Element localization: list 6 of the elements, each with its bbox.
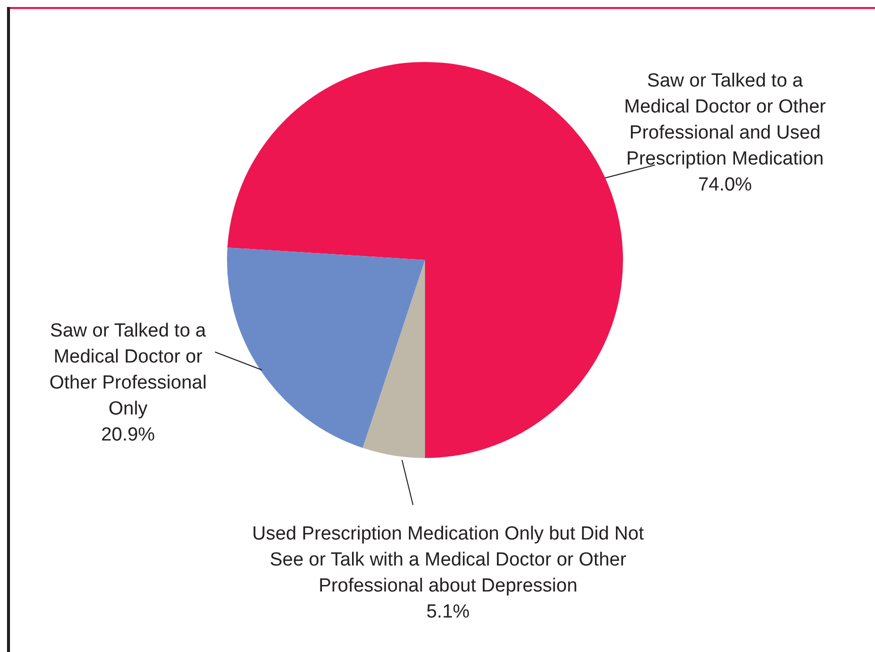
data-label: 74.0% bbox=[698, 174, 752, 196]
slice-label: Saw or Talked to a Medical Doctor or Other Professional and Used Prescription Medication bbox=[624, 70, 827, 170]
slice-label: Used Prescription Medication Only but Did Not See or Talk with a Medical Doctor or Other Professional about Depression bbox=[252, 524, 645, 597]
slice-label: Saw or Talked to a Medical Doctor or Other Professional Only bbox=[49, 320, 207, 420]
data-label: 20.9% bbox=[101, 424, 156, 446]
data-label: 5.1% bbox=[426, 602, 470, 623]
